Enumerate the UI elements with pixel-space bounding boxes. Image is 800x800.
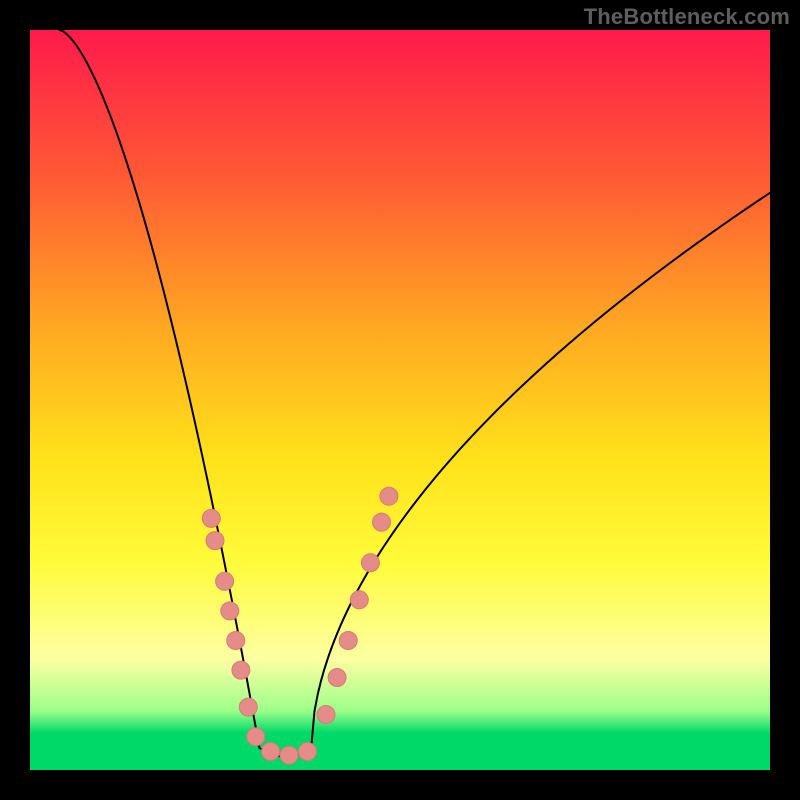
data-marker — [299, 743, 317, 761]
data-marker — [328, 669, 346, 687]
data-marker — [202, 509, 220, 527]
data-marker — [339, 632, 357, 650]
data-marker — [232, 661, 250, 679]
data-marker — [239, 698, 257, 716]
data-marker — [221, 602, 239, 620]
chart-frame: TheBottleneck.com — [0, 0, 800, 800]
chart-svg — [30, 30, 770, 770]
gradient-background — [30, 30, 770, 770]
data-marker — [216, 572, 234, 590]
plot-area — [30, 30, 770, 770]
data-marker — [350, 591, 368, 609]
data-marker — [262, 743, 280, 761]
data-marker — [373, 513, 391, 531]
data-marker — [280, 746, 298, 764]
data-marker — [247, 728, 265, 746]
data-marker — [317, 706, 335, 724]
watermark-text: TheBottleneck.com — [584, 4, 790, 30]
data-marker — [361, 554, 379, 572]
data-marker — [206, 532, 224, 550]
data-marker — [227, 632, 245, 650]
data-marker — [380, 487, 398, 505]
